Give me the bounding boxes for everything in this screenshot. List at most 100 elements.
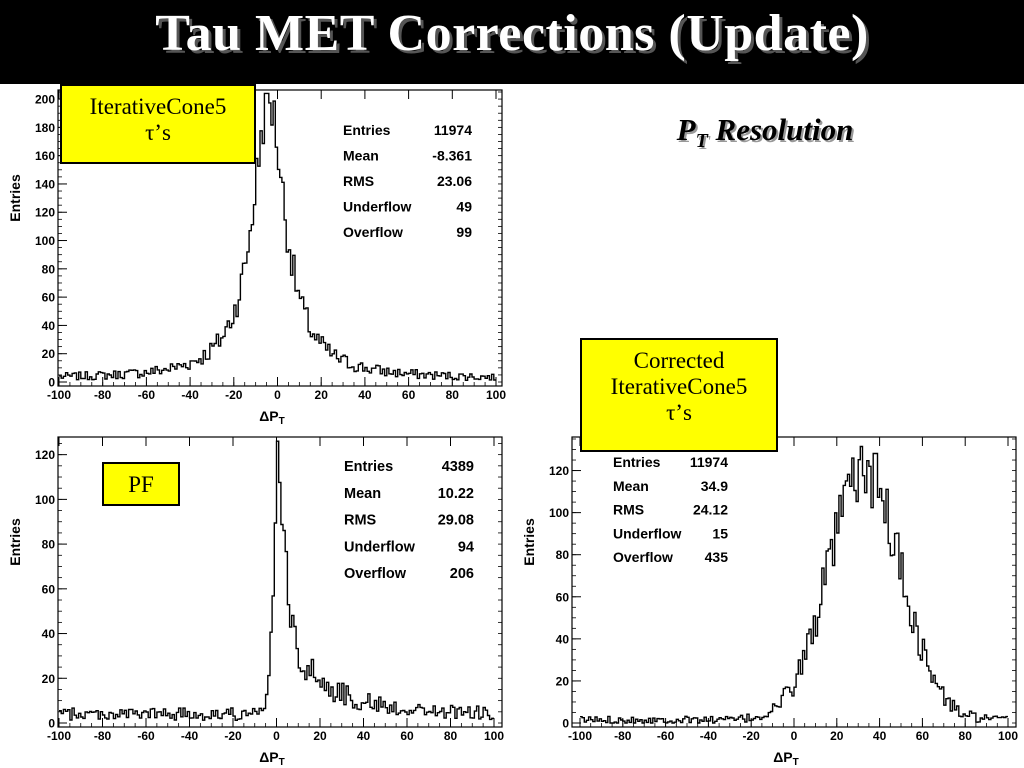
plot1-stat-underflow-value: 49 (456, 199, 472, 215)
plot3-stat-underflow-label: Underflow (613, 525, 682, 541)
plot3-xlabel: ΔPT (773, 749, 799, 768)
plot2-xtick-label: 40 (357, 729, 371, 743)
plot1-stat-overflow-value: 99 (456, 224, 472, 240)
plot3-ytick-label: 20 (556, 674, 570, 688)
plot1-xtick-label: 40 (358, 388, 372, 402)
plot1-xtick-label: 80 (446, 388, 460, 402)
plot1-xtick-label: -60 (138, 388, 156, 402)
plot2-xtick-label: 20 (313, 729, 327, 743)
plot1-ytick-label: 80 (42, 262, 56, 276)
plot3-stat-entries-value: 11974 (690, 454, 728, 470)
plot2-ytick-label: 80 (42, 538, 56, 552)
plot1-ytick-label: 140 (35, 177, 55, 191)
plot1-ylabel: Entries (7, 174, 23, 222)
plot2-stat-rms-value: 29.08 (438, 513, 474, 529)
label-iterativecone5-line1: IterativeCone5 (89, 94, 227, 119)
plot1-xtick-label: -20 (225, 388, 243, 402)
plot1-xtick-label: 0 (274, 388, 281, 402)
plot1-stat-mean-label: Mean (343, 148, 379, 164)
plot3-stat-mean-label: Mean (613, 478, 649, 494)
plot2-ytick-label: 0 (48, 717, 55, 731)
plot3-xtick-label: -100 (568, 729, 592, 743)
plot3-stat-rms-value: 24.12 (693, 502, 728, 518)
plot2-xtick-label: 60 (400, 729, 414, 743)
plot2-ytick-label: 40 (42, 627, 56, 641)
label-corrected-line3: τ’s (666, 400, 692, 425)
plot1-ytick-label: 100 (35, 234, 55, 248)
label-pf-line1: PF (128, 472, 154, 497)
plot1-xtick-label: 100 (486, 388, 506, 402)
plot1-xtick-label: 20 (315, 388, 329, 402)
plot3-xtick-label: 80 (959, 729, 973, 743)
plot2-xtick-label: 0 (273, 729, 280, 743)
plot2-ylabel: Entries (7, 518, 23, 566)
plot1-xtick-label: -80 (94, 388, 112, 402)
plot1-stat-overflow-label: Overflow (343, 224, 403, 240)
plot3-xtick-label: 60 (916, 729, 930, 743)
slide-title: Tau MET Corrections (Update) (155, 5, 869, 62)
pt-resolution-rest: Resolution (707, 112, 854, 147)
label-corrected-line1: Corrected (633, 348, 725, 373)
plot1-ytick-label: 160 (35, 149, 55, 163)
plot3-stat-mean-value: 34.9 (701, 478, 728, 494)
plot2-ytick-label: 20 (42, 672, 56, 686)
plot1-ytick-label: 60 (42, 291, 56, 305)
plot3-xtick-label: 100 (998, 729, 1018, 743)
plot2-xtick-label: -60 (137, 729, 155, 743)
plot2-stat-rms-label: RMS (344, 513, 377, 529)
plot1-xtick-label: -100 (47, 388, 71, 402)
plot3-histogram-line (580, 445, 1008, 724)
plot1-stat-mean-value: -8.361 (432, 148, 472, 164)
plot3-ylabel: Entries (521, 518, 537, 566)
plot2-stat-entries-value: 4389 (442, 459, 474, 475)
plot3-frame (571, 436, 1017, 728)
plot2-stat-mean-label: Mean (344, 486, 381, 502)
label-pf: PF (102, 462, 180, 506)
plot3-xtick-label: 40 (873, 729, 887, 743)
plot3-ytick-label: 80 (556, 548, 570, 562)
plot2-stat-overflow-value: 206 (450, 566, 474, 582)
plot3-stat-rms-label: RMS (613, 502, 644, 518)
plot1-histogram-line (59, 92, 496, 381)
plot3-stat-underflow-value: 15 (712, 525, 728, 541)
label-corrected-iterativecone5: Corrected IterativeCone5 τ’s (580, 338, 778, 452)
plot2-stat-entries-label: Entries (344, 459, 393, 475)
plot3-stat-overflow-value: 435 (705, 549, 729, 565)
plot3-xtick-label: -40 (700, 729, 718, 743)
plot3-ytick-label: 120 (549, 464, 569, 478)
plot2-xtick-label: -100 (47, 729, 71, 743)
plot3-ytick-label: 0 (562, 717, 569, 731)
plot2-xtick-label: -20 (224, 729, 242, 743)
plot1-ytick-label: 40 (42, 319, 56, 333)
plot1-xlabel: ΔPT (259, 408, 285, 427)
plot2-xlabel: ΔPT (259, 749, 285, 768)
plot2-stat-mean-value: 10.22 (438, 486, 474, 502)
plot1-ytick-label: 120 (35, 206, 55, 220)
plot3-xtick-label: 20 (830, 729, 844, 743)
plot2-ytick-label: 120 (35, 448, 55, 462)
plot3-stat-entries-label: Entries (613, 454, 661, 470)
label-iterativecone5-line2: τ’s (145, 120, 171, 145)
plot1-xtick-label: -40 (181, 388, 199, 402)
plot2-stat-overflow-label: Overflow (344, 566, 407, 582)
plot2-histogram-line (59, 440, 494, 721)
plot3-xtick-label: -20 (743, 729, 761, 743)
plot3-ytick-label: 100 (549, 506, 569, 520)
pt-resolution-p: P (676, 112, 696, 147)
plot2-stat-underflow-value: 94 (458, 539, 474, 555)
plot1-ytick-label: 180 (35, 121, 55, 135)
plot3-xtick-label: 0 (791, 729, 798, 743)
label-corrected-line2: IterativeCone5 (610, 374, 748, 399)
plot2-xtick-label: -40 (181, 729, 199, 743)
plot2-ytick-label: 60 (42, 582, 56, 596)
pt-resolution-heading: PT Resolution (640, 112, 890, 153)
plot1-ytick-label: 0 (48, 376, 55, 390)
pt-resolution-sub: T (695, 130, 708, 153)
label-iterativecone5: IterativeCone5 τ’s (60, 84, 256, 164)
plot3-xtick-label: -80 (614, 729, 632, 743)
plot1-ytick-label: 200 (35, 93, 55, 107)
plot3-ytick-label: 40 (556, 632, 570, 646)
plot2-stat-underflow-label: Underflow (344, 539, 416, 555)
plot1-ytick-label: 20 (42, 347, 56, 361)
